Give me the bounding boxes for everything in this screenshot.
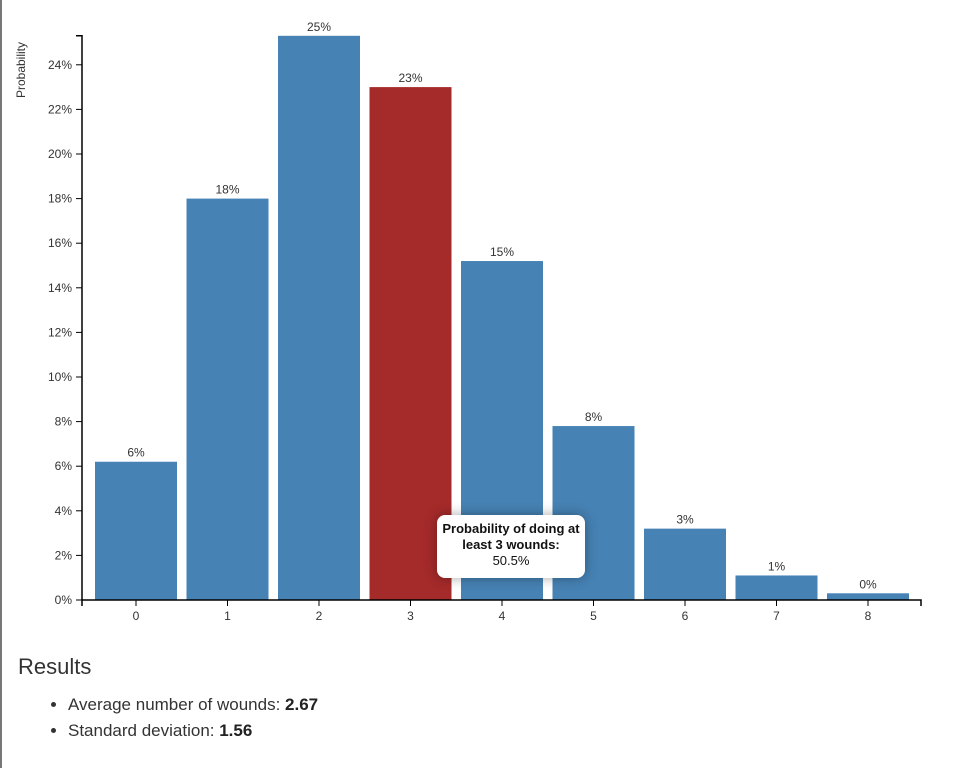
data-label-8: 0% — [859, 577, 877, 591]
result-average: Average number of wounds: 2.67 — [68, 692, 318, 718]
bar-7 — [735, 575, 818, 600]
y-tick-label: 18% — [48, 192, 72, 206]
bar-3 — [369, 87, 452, 601]
data-label-3: 23% — [398, 71, 422, 85]
y-axis-label: Probability — [14, 42, 28, 98]
bar-0 — [95, 461, 177, 600]
x-tick-label-0: 0 — [133, 609, 140, 623]
y-tick-label: 8% — [55, 415, 73, 429]
data-label-1: 18% — [215, 183, 239, 197]
y-tick-label: 22% — [48, 102, 72, 116]
bar-1 — [186, 198, 269, 600]
x-tick-label-3: 3 — [407, 609, 414, 623]
panel-border — [0, 0, 2, 768]
x-tick-label-2: 2 — [316, 609, 323, 623]
results-section: Results Average number of wounds: 2.67 S… — [18, 654, 318, 744]
results-list: Average number of wounds: 2.67 Standard … — [18, 692, 318, 744]
x-tick-label-7: 7 — [773, 609, 780, 623]
bar-8 — [827, 593, 909, 600]
data-label-2: 25% — [307, 20, 331, 34]
y-tick-label: 4% — [55, 504, 73, 518]
y-tick-label: 12% — [48, 325, 72, 339]
result-std-dev: Standard deviation: 1.56 — [68, 718, 318, 744]
x-tick-label-8: 8 — [865, 609, 872, 623]
y-tick-label: 10% — [48, 370, 72, 384]
x-tick-label-1: 1 — [224, 609, 231, 623]
tooltip-title: Probability of doing at least 3 wounds: — [442, 521, 580, 552]
bar-2 — [278, 35, 360, 601]
y-tick-label: 16% — [48, 236, 72, 250]
x-axis — [81, 599, 922, 606]
data-label-4: 15% — [490, 245, 514, 259]
y-axis — [76, 35, 83, 600]
y-tick-label: 0% — [55, 593, 73, 607]
data-label-6: 3% — [676, 513, 694, 527]
data-label-0: 6% — [127, 446, 145, 460]
x-tick-label-6: 6 — [682, 609, 689, 623]
y-tick-label: 20% — [48, 147, 72, 161]
y-tick-label: 24% — [48, 58, 72, 72]
y-tick-label: 2% — [55, 548, 73, 562]
x-tick-label-5: 5 — [590, 609, 597, 623]
data-label-5: 8% — [585, 410, 603, 424]
y-tick-label: 14% — [48, 281, 72, 295]
bar-6 — [644, 528, 726, 600]
y-tick-label: 6% — [55, 459, 73, 473]
x-tick-label-4: 4 — [499, 609, 506, 623]
tooltip: Probability of doing at least 3 wounds: … — [437, 515, 585, 578]
tooltip-value: 50.5% — [492, 553, 530, 568]
data-label-7: 1% — [768, 559, 786, 573]
results-heading: Results — [18, 654, 92, 679]
